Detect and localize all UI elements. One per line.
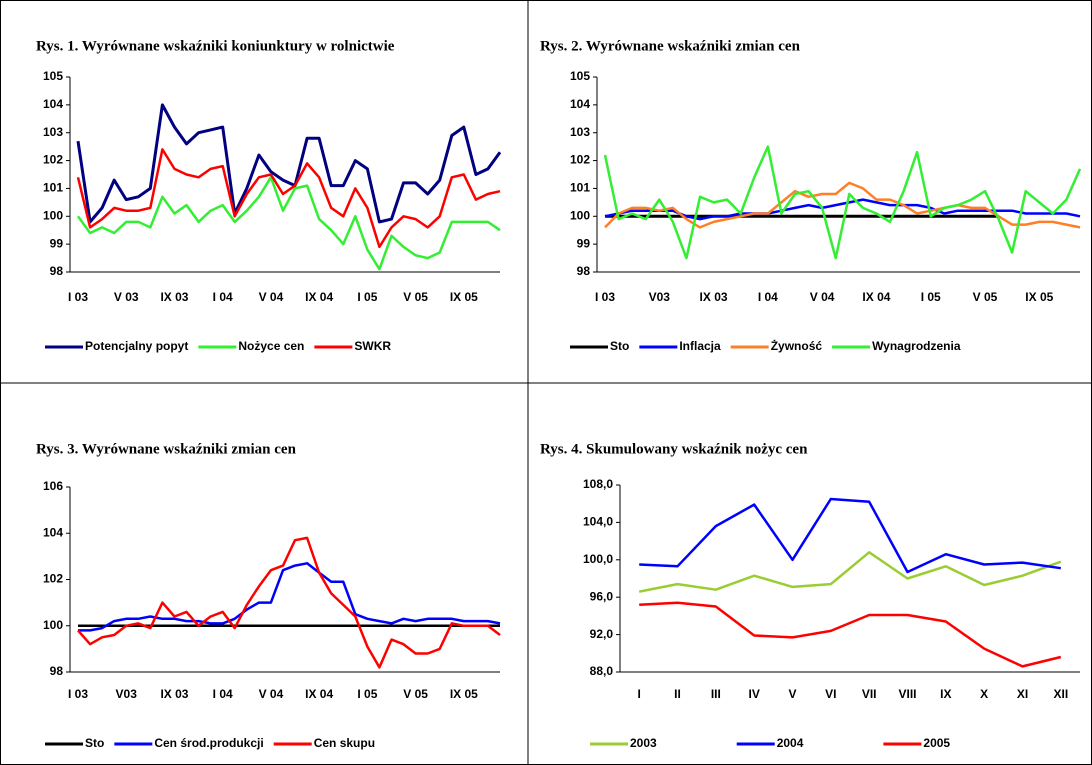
x-tick-label: IX 05 [450,290,478,304]
y-tick-label: 103 [570,125,590,139]
x-tick-label: IX 04 [862,290,890,304]
y-tick-label: 99 [577,236,591,250]
y-tick-label: 104 [570,97,590,111]
x-tick-label: III [711,687,721,701]
x-tick-label: V 04 [810,290,835,304]
legend-label: Sto [610,339,629,353]
x-tick-label: IX 03 [160,687,188,701]
x-tick-label: I 04 [213,290,233,304]
x-tick-label: V 05 [973,290,998,304]
series-line [76,148,501,249]
legend-label: 2004 [777,736,804,750]
y-tick-label: 102 [570,153,590,167]
x-tick-label: I 04 [758,290,778,304]
legend-label: 2005 [923,736,950,750]
x-tick-label: V 04 [259,687,284,701]
series-line [78,562,501,632]
y-tick-label: 100 [43,618,63,632]
series-line [639,497,1061,574]
x-tick-label: IV [748,687,759,701]
legend-label: 2003 [630,736,657,750]
x-tick-label: IX 05 [1025,290,1053,304]
x-tick-label: XI [1017,687,1028,701]
x-tick-label: IX 04 [305,687,333,701]
chart-title: Rys. 1. Wyrównane wskaźniki koniunktury … [36,38,395,54]
y-tick-label: 98 [50,664,64,678]
y-tick-label: 104 [43,525,63,539]
y-tick-label: 105 [570,69,590,83]
chart-title: Rys. 4. Skumulowany wskaźnik nożyc cen [540,441,808,457]
x-tick-label: IX 03 [700,290,728,304]
y-tick-label: 96,0 [590,589,614,603]
chart-title: Rys. 2. Wyrównane wskaźniki zmian cen [540,38,801,54]
x-tick-label: V 05 [403,687,428,701]
chart-title: Rys. 3. Wyrównane wskaźniki zmian cen [36,441,297,457]
legend-label: Wynagrodzenia [872,339,961,353]
x-tick-label: V 05 [403,290,428,304]
legend-label: Inflacja [679,339,721,353]
y-tick-label: 98 [577,264,591,278]
y-tick-label: 104,0 [583,515,613,529]
legend-label: Cen skupu [314,736,375,750]
x-tick-label: VI [825,687,836,701]
y-tick-label: 88,0 [590,664,614,678]
x-tick-label: V 03 [114,290,139,304]
y-tick-label: 101 [43,181,63,195]
y-tick-label: 102 [43,572,63,586]
x-tick-label: IX [940,687,951,701]
legend-label: Potencjalny popyt [85,339,188,353]
y-tick-label: 103 [43,125,63,139]
x-tick-label: I 04 [213,687,233,701]
y-tick-label: 100 [43,208,63,222]
series-line [604,181,1081,229]
y-tick-label: 106 [43,479,63,493]
series-line [77,536,501,669]
legend-label: Nożyce cen [238,339,304,353]
x-tick-label: XII [1053,687,1068,701]
x-tick-label: IX 04 [305,290,333,304]
x-tick-label: V [788,687,796,701]
legend-label: Cen środ.produkcji [154,736,263,750]
x-tick-label: I 05 [357,687,377,701]
x-tick-label: II [674,687,681,701]
x-tick-label: V03 [116,687,138,701]
series-line [76,176,501,271]
y-tick-label: 100,0 [583,552,613,566]
x-tick-label: IX 05 [450,687,478,701]
x-tick-label: V 04 [259,290,284,304]
x-tick-label: I 03 [68,687,88,701]
x-tick-label: V03 [649,290,671,304]
y-tick-label: 92,0 [590,627,614,641]
x-tick-label: I 05 [357,290,377,304]
y-tick-label: 98 [50,264,64,278]
series-line [603,145,1082,260]
series-line [604,198,1081,221]
x-tick-label: I [637,687,640,701]
x-tick-label: I 03 [595,290,615,304]
x-tick-label: X [980,687,988,701]
x-tick-label: VII [862,687,877,701]
y-tick-label: 104 [43,97,63,111]
x-tick-label: VIII [898,687,916,701]
y-tick-label: 102 [43,153,63,167]
y-tick-label: 108,0 [583,477,613,491]
x-tick-label: I 03 [68,290,88,304]
y-tick-label: 101 [570,181,590,195]
y-tick-label: 105 [43,69,63,83]
y-tick-label: 100 [570,208,590,222]
series-line [76,103,502,224]
legend-label: Sto [85,736,104,750]
series-line [639,601,1062,668]
legend-label: SWKR [354,339,391,353]
legend-label: Żywność [771,338,823,353]
y-tick-label: 99 [50,236,64,250]
x-tick-label: I 05 [921,290,941,304]
x-tick-label: IX 03 [160,290,188,304]
series-line [638,551,1062,593]
